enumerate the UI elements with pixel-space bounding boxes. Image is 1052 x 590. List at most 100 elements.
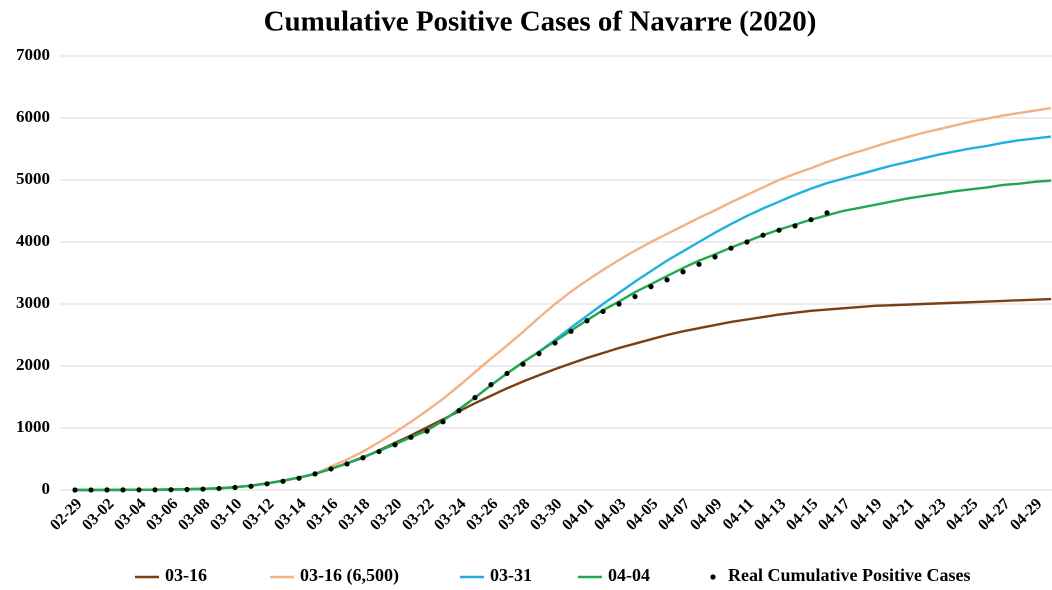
x-tick-label: 03-14: [271, 495, 309, 533]
x-tick-label: 04-07: [655, 495, 693, 533]
data-point: [168, 487, 174, 493]
x-tick-label: 03-06: [143, 495, 181, 533]
data-point: [152, 487, 158, 493]
data-point: [632, 293, 638, 300]
y-tick-label: 1000: [16, 417, 50, 436]
legend-label: 03-16 (6,500): [300, 565, 399, 586]
data-point: [72, 487, 78, 493]
data-point: [200, 486, 206, 492]
x-tick-label: 03-08: [175, 495, 213, 533]
line-series: [75, 106, 1052, 492]
legend-label: 04-04: [608, 565, 650, 585]
x-tick-label: 04-29: [1007, 495, 1045, 533]
data-point: [488, 382, 494, 388]
data-point: [520, 361, 526, 367]
legend-item: 03-16: [135, 565, 207, 585]
x-tick-label: 04-09: [687, 495, 725, 533]
x-tick-label: 03-20: [367, 495, 405, 533]
legend-label: 03-16: [165, 565, 207, 585]
y-tick-label: 2000: [16, 355, 50, 374]
x-tick-label: 03-24: [431, 495, 469, 533]
data-point: [552, 340, 558, 346]
chart-title: Cumulative Positive Cases of Navarre (20…: [264, 6, 817, 38]
x-tick-label: 04-11: [720, 495, 758, 533]
x-tick-label: 04-01: [559, 495, 597, 533]
x-tick-label: 03-04: [111, 495, 149, 533]
data-point: [472, 395, 478, 401]
data-point: [232, 484, 238, 491]
data-point: [616, 301, 622, 307]
data-point: [504, 370, 510, 377]
line-series: [75, 297, 1052, 492]
legend-marker: [710, 574, 716, 580]
y-tick-label: 7000: [16, 45, 50, 64]
data-point: [296, 475, 302, 481]
data-point: [184, 486, 190, 493]
line-series: [75, 179, 1052, 492]
data-point: [696, 261, 702, 267]
x-tick-label: 04-25: [943, 495, 981, 533]
x-tick-label: 04-05: [623, 495, 661, 533]
x-tick-label: 04-21: [879, 495, 917, 533]
data-point: [648, 284, 654, 290]
data-point: [216, 485, 222, 492]
data-point: [792, 223, 798, 229]
data-point: [568, 328, 574, 334]
x-tick-label: 03-28: [495, 495, 533, 533]
data-point: [584, 318, 590, 324]
y-tick-label: 0: [42, 479, 51, 498]
y-tick-label: 5000: [16, 169, 50, 188]
data-point: [136, 487, 142, 493]
data-point: [440, 419, 446, 425]
y-tick-label: 6000: [16, 107, 50, 126]
data-point: [88, 487, 94, 493]
data-point: [264, 481, 270, 487]
x-tick-label: 03-18: [335, 495, 373, 533]
x-tick-label: 04-27: [975, 495, 1013, 533]
x-tick-label: 03-12: [239, 495, 277, 533]
x-tick-label: 04-13: [751, 495, 789, 533]
data-point: [248, 483, 254, 489]
x-tick-label: 04-15: [783, 495, 821, 533]
x-tick-label: 02-29: [47, 495, 85, 533]
data-point: [744, 239, 750, 245]
data-point: [344, 461, 350, 467]
x-tick-label: 03-30: [527, 495, 565, 533]
y-tick-label: 4000: [16, 231, 50, 250]
data-point: [392, 442, 398, 448]
data-point: [104, 487, 110, 493]
data-point: [760, 232, 766, 238]
data-point: [824, 210, 830, 216]
data-point: [312, 471, 318, 477]
x-tick-label: 03-10: [207, 495, 245, 533]
x-tick-label: 04-19: [847, 495, 885, 533]
x-tick-label: 04-23: [911, 495, 949, 533]
data-point: [600, 308, 606, 315]
data-point: [360, 455, 366, 461]
data-point: [328, 466, 334, 472]
data-point: [680, 269, 686, 275]
data-point: [424, 428, 430, 434]
legend-item: 04-04: [578, 565, 650, 585]
x-tick-label: 03-26: [463, 495, 501, 533]
data-point: [712, 254, 718, 260]
legend-item: 03-16 (6,500): [270, 565, 399, 586]
legend-label: Real Cumulative Positive Cases: [728, 565, 970, 585]
data-point: [664, 277, 670, 283]
data-point: [408, 434, 414, 440]
data-point: [376, 448, 382, 455]
line-series: [75, 135, 1052, 492]
x-tick-label: 03-02: [79, 495, 117, 533]
x-tick-label: 03-16: [303, 495, 341, 533]
legend-item: 03-31: [460, 565, 532, 585]
data-point: [776, 227, 782, 233]
data-point: [456, 408, 462, 414]
data-point: [536, 351, 542, 357]
data-point: [120, 487, 126, 493]
x-tick-label: 04-17: [815, 495, 853, 533]
data-point: [280, 478, 286, 484]
legend-item: Real Cumulative Positive Cases: [710, 565, 970, 585]
x-tick-label: 04-03: [591, 495, 629, 533]
x-tick-label: 03-22: [399, 495, 437, 533]
